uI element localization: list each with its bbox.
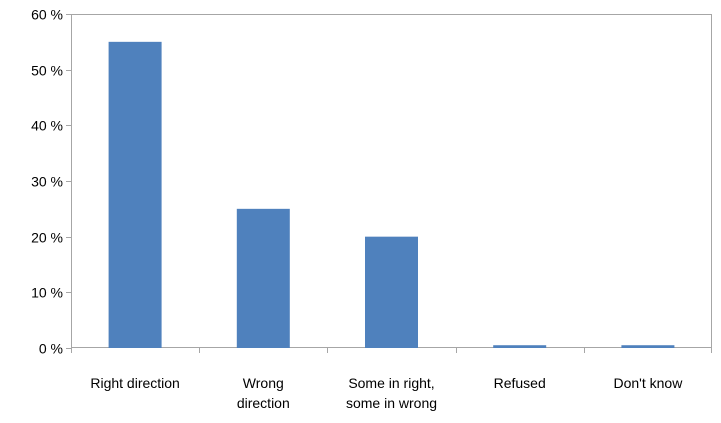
bar	[108, 41, 162, 348]
x-tick-label: Don't know	[613, 375, 683, 391]
x-tick-label-line: Some in right,	[348, 375, 434, 391]
y-tick-label: 0 %	[39, 341, 63, 357]
x-tick-label-line: some in wrong	[346, 395, 437, 411]
y-tick-label: 20 %	[31, 230, 63, 246]
x-tick-label: Some in right, some in wrong	[346, 375, 437, 411]
bar-series	[108, 41, 675, 348]
x-tick-label-line: Wrong	[243, 375, 284, 391]
y-tick-label: 40 %	[31, 118, 63, 134]
x-axis: Right direction Wrong direction Some in rig…	[71, 348, 712, 411]
bar	[365, 236, 418, 348]
y-tick-label: 60 %	[31, 7, 63, 23]
bar	[236, 208, 290, 348]
x-tick-label-line: direction	[237, 395, 290, 411]
x-tick-label-line: Right direction	[90, 375, 180, 391]
x-tick-label: Right direction	[90, 375, 180, 391]
y-tick-label: 10 %	[31, 285, 63, 301]
x-tick-label: Wrong direction	[237, 375, 290, 411]
x-tick-label-line: Refused	[494, 375, 546, 391]
x-tick-label-line: Don't know	[613, 375, 683, 391]
y-axis: 0 % 10 % 20 % 30 % 40 % 50 % 60 %	[31, 7, 71, 357]
x-tick-label: Refused	[494, 375, 546, 391]
bar	[621, 345, 675, 348]
y-tick-label: 30 %	[31, 174, 63, 190]
bar	[493, 345, 547, 348]
y-tick-label: 50 %	[31, 63, 63, 79]
